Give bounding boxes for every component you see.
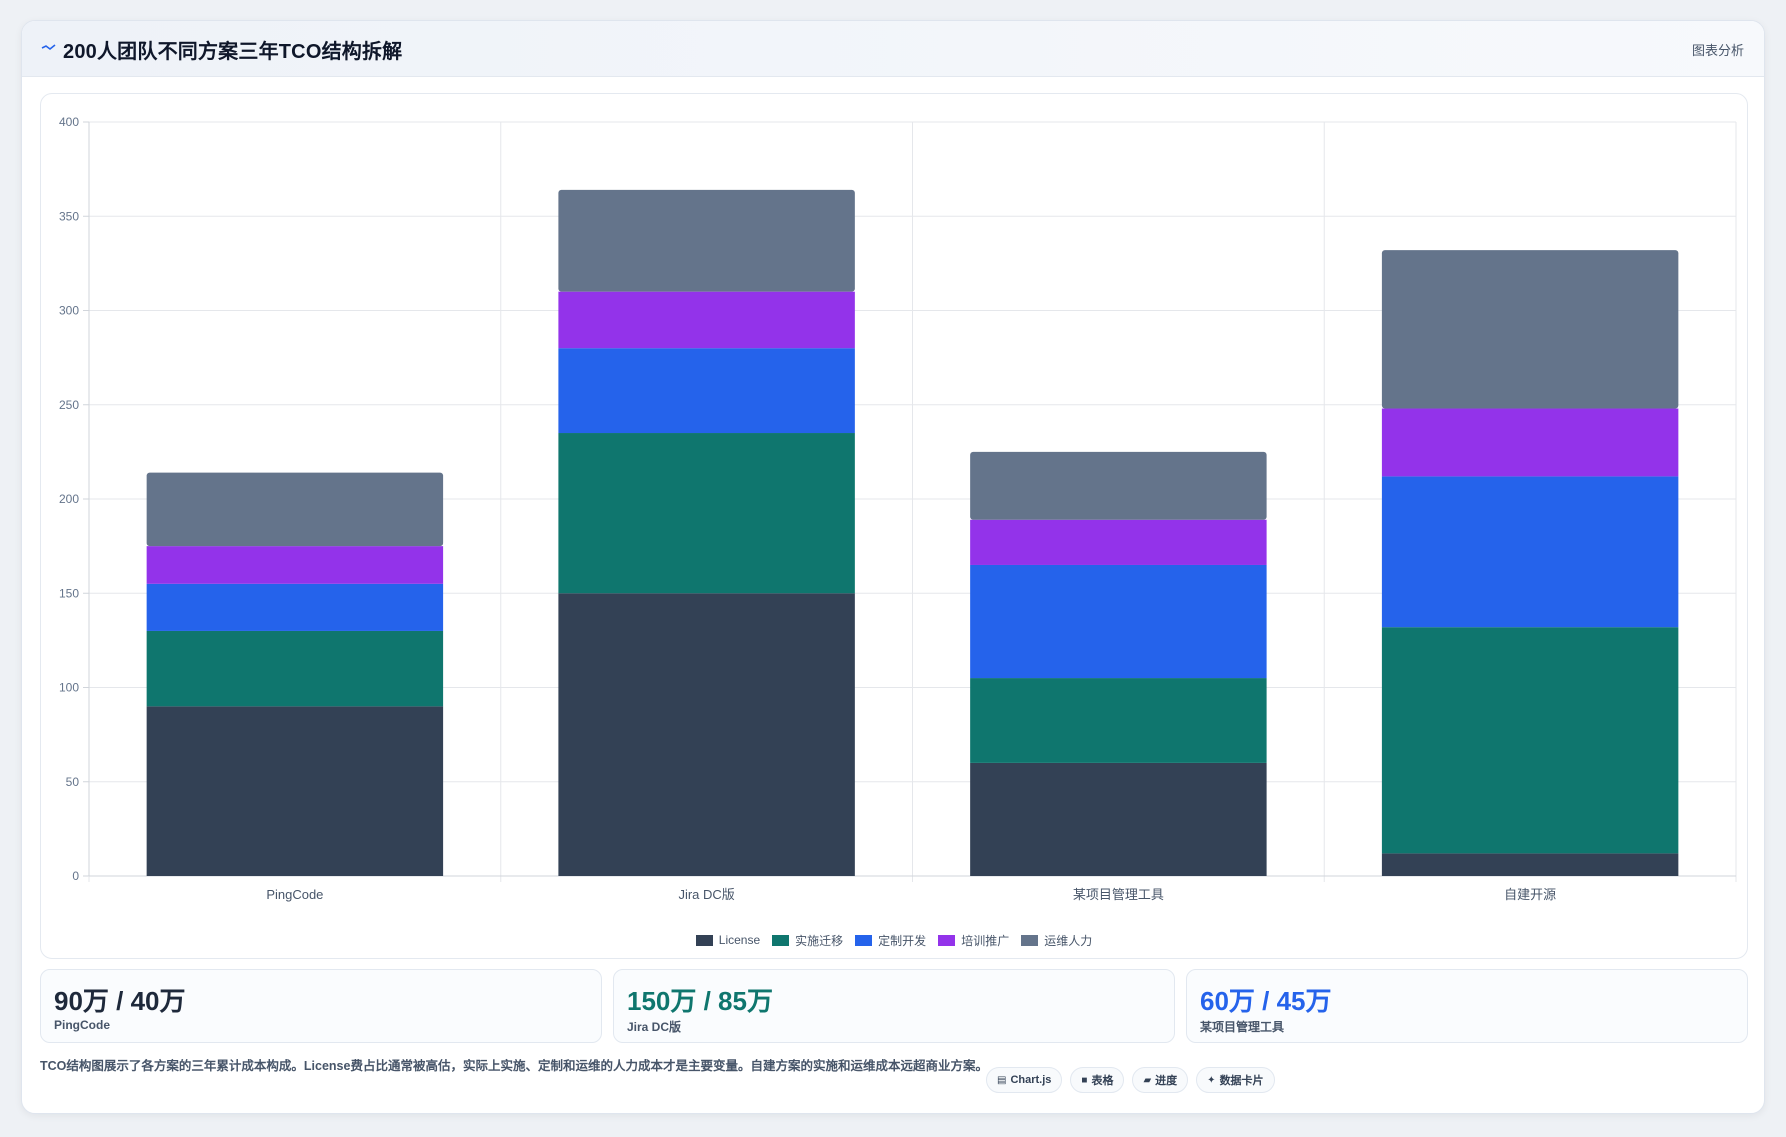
chart-title: 200人团队不同方案三年TCO结构拆解 — [63, 41, 403, 63]
table-icon: ■ — [1081, 1074, 1088, 1086]
progress-icon: ▰ — [1143, 1074, 1152, 1086]
bar-segment — [558, 291, 855, 349]
bar-segment — [558, 433, 855, 594]
x-tick-label: PingCode — [266, 887, 323, 902]
bar-segment — [146, 546, 444, 584]
chart-card: 200人团队不同方案三年TCO结构拆解 图表分析 0 50 100 150 200 250… — [21, 20, 1765, 1114]
bar-segment — [146, 630, 444, 707]
chart-panel: 0 50 100 150 200 250 300 350 400 PingCode Jira DC版… — [40, 93, 1748, 959]
stat-value: 60万 / 45万 — [1200, 986, 1332, 1016]
bar-segment — [558, 189, 855, 292]
tag-data-card[interactable]: ✦ 数据卡片 — [1196, 1067, 1275, 1093]
legend-swatch — [1021, 934, 1039, 946]
bar-segment — [1381, 250, 1679, 409]
y-tick-label: 50 — [66, 775, 80, 789]
tag-table[interactable]: ■ 表格 — [1070, 1067, 1125, 1093]
bar-segment — [1381, 476, 1679, 628]
legend-swatch — [772, 934, 790, 946]
legend-label: 培训推广 — [961, 933, 1010, 948]
stat-label: Jira DC版 — [627, 1020, 682, 1034]
bar-segment — [1381, 853, 1679, 876]
legend-label: 运维人力 — [1044, 933, 1093, 948]
stat-value: 90万 / 40万 — [54, 986, 186, 1016]
bar-segment — [1381, 627, 1679, 854]
legend-item[interactable]: 运维人力 — [1021, 932, 1092, 949]
chart-icon: ▤ — [997, 1074, 1007, 1086]
stat-card-pingcode: 90万 / 40万 PingCode — [40, 969, 602, 1043]
legend-swatch — [695, 934, 713, 946]
y-tick-label: 350 — [59, 209, 79, 223]
legend-swatch — [938, 934, 956, 946]
x-tick-label: Jira DC版 — [678, 887, 734, 902]
y-tick-label: 300 — [59, 304, 79, 318]
bar-segment — [558, 593, 855, 876]
bar-segment — [970, 564, 1267, 679]
y-tick-label: 150 — [59, 586, 79, 600]
legend-item[interactable]: 定制开发 — [855, 932, 926, 949]
tag-list: ▤ Chart.js ■ 表格 ▰ 进度 ✦ 数据卡片 — [986, 1067, 1275, 1093]
bar-segment — [1381, 408, 1679, 477]
x-tick-label: 某项目管理工具 — [1073, 887, 1164, 902]
bar-segment — [970, 519, 1267, 565]
bar-segment — [146, 472, 444, 547]
bar-segment — [146, 706, 444, 876]
legend-label: 定制开发 — [878, 933, 927, 948]
chart-description: TCO结构图展示了各方案的三年累计成本构成。License费占比通常被高估，实际… — [40, 1059, 988, 1073]
tag-label: 表格 — [1091, 1075, 1114, 1087]
legend-label: 实施迁移 — [795, 933, 844, 948]
y-tick-label: 250 — [59, 398, 79, 412]
data-card-icon: ✦ — [1207, 1074, 1216, 1086]
legend-item[interactable]: License — [695, 933, 761, 947]
stat-value: 150万 / 85万 — [627, 986, 773, 1016]
bar-segment — [970, 678, 1267, 763]
tag-label: 进度 — [1155, 1075, 1178, 1087]
stat-card-pm-tool: 60万 / 45万 某项目管理工具 — [1186, 969, 1748, 1043]
y-tick-label: 400 — [59, 115, 79, 129]
chart-analysis-link[interactable]: 图表分析 — [1691, 43, 1744, 58]
x-tick-label: 自建开源 — [1504, 887, 1556, 902]
tag-progress[interactable]: ▰ 进度 — [1132, 1067, 1189, 1093]
legend-swatch — [855, 934, 873, 946]
bar-segment — [970, 762, 1267, 876]
y-tick-label: 0 — [72, 869, 79, 883]
y-tick-label: 100 — [59, 681, 79, 695]
tag-label: 数据卡片 — [1219, 1075, 1264, 1087]
stat-label: 某项目管理工具 — [1200, 1020, 1285, 1034]
tag-chartjs[interactable]: ▤ Chart.js — [986, 1067, 1063, 1093]
card-header: 200人团队不同方案三年TCO结构拆解 图表分析 — [22, 21, 1764, 77]
stat-card-jira: 150万 / 85万 Jira DC版 — [613, 969, 1175, 1043]
stacked-bar-chart: 0 50 100 150 200 250 300 350 400 PingCode Jira DC版… — [59, 115, 1737, 902]
legend-item[interactable]: 培训推广 — [938, 932, 1009, 949]
stat-label: PingCode — [54, 1018, 110, 1032]
trend-line-icon — [41, 44, 56, 51]
bar-segment — [146, 583, 444, 631]
legend-label: License — [718, 933, 761, 947]
legend-item[interactable]: 实施迁移 — [772, 932, 843, 949]
bar-segment — [970, 451, 1267, 520]
bar-segment — [558, 348, 855, 434]
tag-label: Chart.js — [1010, 1074, 1052, 1086]
chart-legend: License 实施迁移 定制开发 培训推广 运维人力 — [41, 931, 1747, 949]
y-tick-label: 200 — [59, 492, 79, 506]
stat-cards: 90万 / 40万 PingCode 150万 / 85万 Jira DC版 6… — [40, 969, 1748, 1043]
